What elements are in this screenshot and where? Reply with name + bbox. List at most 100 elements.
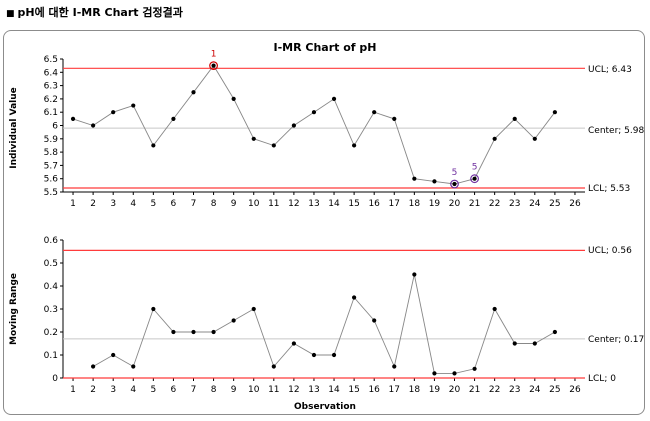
mr-data-point xyxy=(211,329,216,335)
individual-series-line xyxy=(72,64,556,185)
mr-data-point xyxy=(311,352,317,358)
individual-x-tick-label: 8 xyxy=(211,199,217,209)
individual-x-tick-label: 18 xyxy=(409,199,421,209)
mr-x-tick-label: 25 xyxy=(549,385,560,395)
mr-x-tick-label: 26 xyxy=(569,385,581,395)
mr-x-tick-label: 4 xyxy=(130,385,136,395)
individual-data-point xyxy=(512,116,517,121)
page-heading: ■ pH에 대한 I-MR Chart 검정결과 xyxy=(6,4,183,20)
mr-y-tick-label: 0.4 xyxy=(44,282,59,292)
heading-text: pH에 대한 I-MR Chart 검정결과 xyxy=(17,6,183,19)
individual-ucl-label: UCL; 6.43 xyxy=(588,65,632,75)
individual-x-tick-label: 14 xyxy=(328,199,340,209)
individual-data-point xyxy=(552,110,557,115)
individual-y-axis-label: Individual Value xyxy=(9,87,19,169)
individual-data-point xyxy=(131,103,136,108)
individual-data-point xyxy=(372,110,377,115)
individual-x-tick-label: 15 xyxy=(348,199,359,209)
mr-x-tick-label: 3 xyxy=(110,385,116,395)
chart-title: I-MR Chart of pH xyxy=(274,41,377,54)
individual-data-point xyxy=(91,123,96,128)
individual-x-tick-label: 25 xyxy=(549,199,560,209)
mr-data-point xyxy=(231,318,236,323)
mr-x-tick-label: 5 xyxy=(150,385,156,395)
mr-y-tick-label: 0.5 xyxy=(44,259,58,269)
mr-center-label: Center; 0.17 xyxy=(588,335,644,345)
mr-x-tick-label: 16 xyxy=(368,385,380,395)
mr-data-point xyxy=(512,341,517,346)
individual-y-tick-label: 5.7 xyxy=(44,161,58,171)
individual-data-point xyxy=(331,96,337,101)
mr-data-point xyxy=(131,364,136,369)
individual-data-point xyxy=(392,116,397,121)
individual-x-tick-label: 11 xyxy=(268,199,279,209)
individual-data-point xyxy=(271,143,276,148)
mr-x-tick-label: 6 xyxy=(171,385,177,395)
mr-x-tick-label: 18 xyxy=(409,385,421,395)
individual-x-tick-label: 22 xyxy=(489,199,500,209)
individual-x-tick-label: 9 xyxy=(231,199,237,209)
moving-range-y-axis-label: Moving Range xyxy=(9,273,19,345)
mr-x-tick-label: 12 xyxy=(288,385,299,395)
individual-x-tick-label: 16 xyxy=(368,199,380,209)
individual-data-point xyxy=(432,179,437,184)
mr-data-point xyxy=(91,364,96,369)
individual-x-tick-label: 6 xyxy=(171,199,177,209)
individual-data-point xyxy=(472,176,477,181)
mr-x-tick-label: 2 xyxy=(90,385,96,395)
individual-data-point xyxy=(151,143,156,148)
mr-lcl-label: LCL; 0 xyxy=(588,374,616,384)
individual-x-tick-label: 20 xyxy=(449,199,461,209)
observation-x-axis-label: Observation xyxy=(294,402,356,412)
individual-x-tick-label: 13 xyxy=(308,199,319,209)
mr-data-point xyxy=(151,306,156,312)
individual-data-point xyxy=(412,176,417,181)
mr-x-tick-label: 20 xyxy=(449,385,461,395)
individual-y-tick-label: 6.3 xyxy=(44,82,58,92)
individual-x-tick-label: 3 xyxy=(110,199,116,209)
heading-bullet: ■ xyxy=(6,9,15,19)
mr-x-tick-label: 1 xyxy=(70,385,76,395)
individual-flag-ring xyxy=(450,179,459,189)
individual-flag-label: 5 xyxy=(452,168,458,178)
mr-y-tick-label: 0 xyxy=(52,374,58,384)
mr-data-point xyxy=(251,306,256,312)
individual-y-tick-label: 5.6 xyxy=(44,175,59,185)
individual-x-tick-label: 24 xyxy=(529,199,541,209)
individual-data-point xyxy=(311,110,317,115)
individual-flag-ring xyxy=(470,174,479,184)
mr-x-tick-label: 17 xyxy=(389,385,400,395)
individual-data-point xyxy=(492,136,497,141)
individual-data-point xyxy=(251,136,256,141)
individual-x-tick-label: 26 xyxy=(569,199,581,209)
individual-x-tick-label: 17 xyxy=(389,199,400,209)
mr-data-point xyxy=(352,295,357,300)
individual-x-tick-label: 7 xyxy=(191,199,197,209)
mr-x-tick-label: 22 xyxy=(489,385,500,395)
individual-y-tick-label: 6.5 xyxy=(44,55,58,65)
mr-data-point xyxy=(392,364,397,369)
mr-data-point xyxy=(432,371,437,376)
mr-series-line xyxy=(92,274,556,374)
individual-y-tick-label: 5.5 xyxy=(44,188,58,198)
mr-data-point xyxy=(271,364,276,369)
mr-y-tick-label: 0.3 xyxy=(44,305,58,315)
individual-x-tick-label: 4 xyxy=(130,199,136,209)
mr-y-tick-label: 0.1 xyxy=(44,351,58,361)
individual-y-tick-label: 6.2 xyxy=(44,95,58,105)
individual-data-point xyxy=(352,143,357,148)
mr-x-tick-label: 15 xyxy=(348,385,359,395)
mr-x-tick-label: 10 xyxy=(248,385,260,395)
mr-x-tick-label: 13 xyxy=(308,385,319,395)
individual-x-tick-label: 1 xyxy=(70,199,76,209)
individual-x-tick-label: 2 xyxy=(90,199,96,209)
mr-data-point xyxy=(291,341,296,346)
individual-data-point xyxy=(231,96,236,101)
individual-data-point xyxy=(452,181,457,187)
mr-data-point xyxy=(372,318,377,323)
mr-data-point xyxy=(412,272,417,277)
individual-x-tick-label: 23 xyxy=(509,199,520,209)
individual-data-point xyxy=(171,116,176,121)
individual-flag-label: 5 xyxy=(472,163,478,173)
